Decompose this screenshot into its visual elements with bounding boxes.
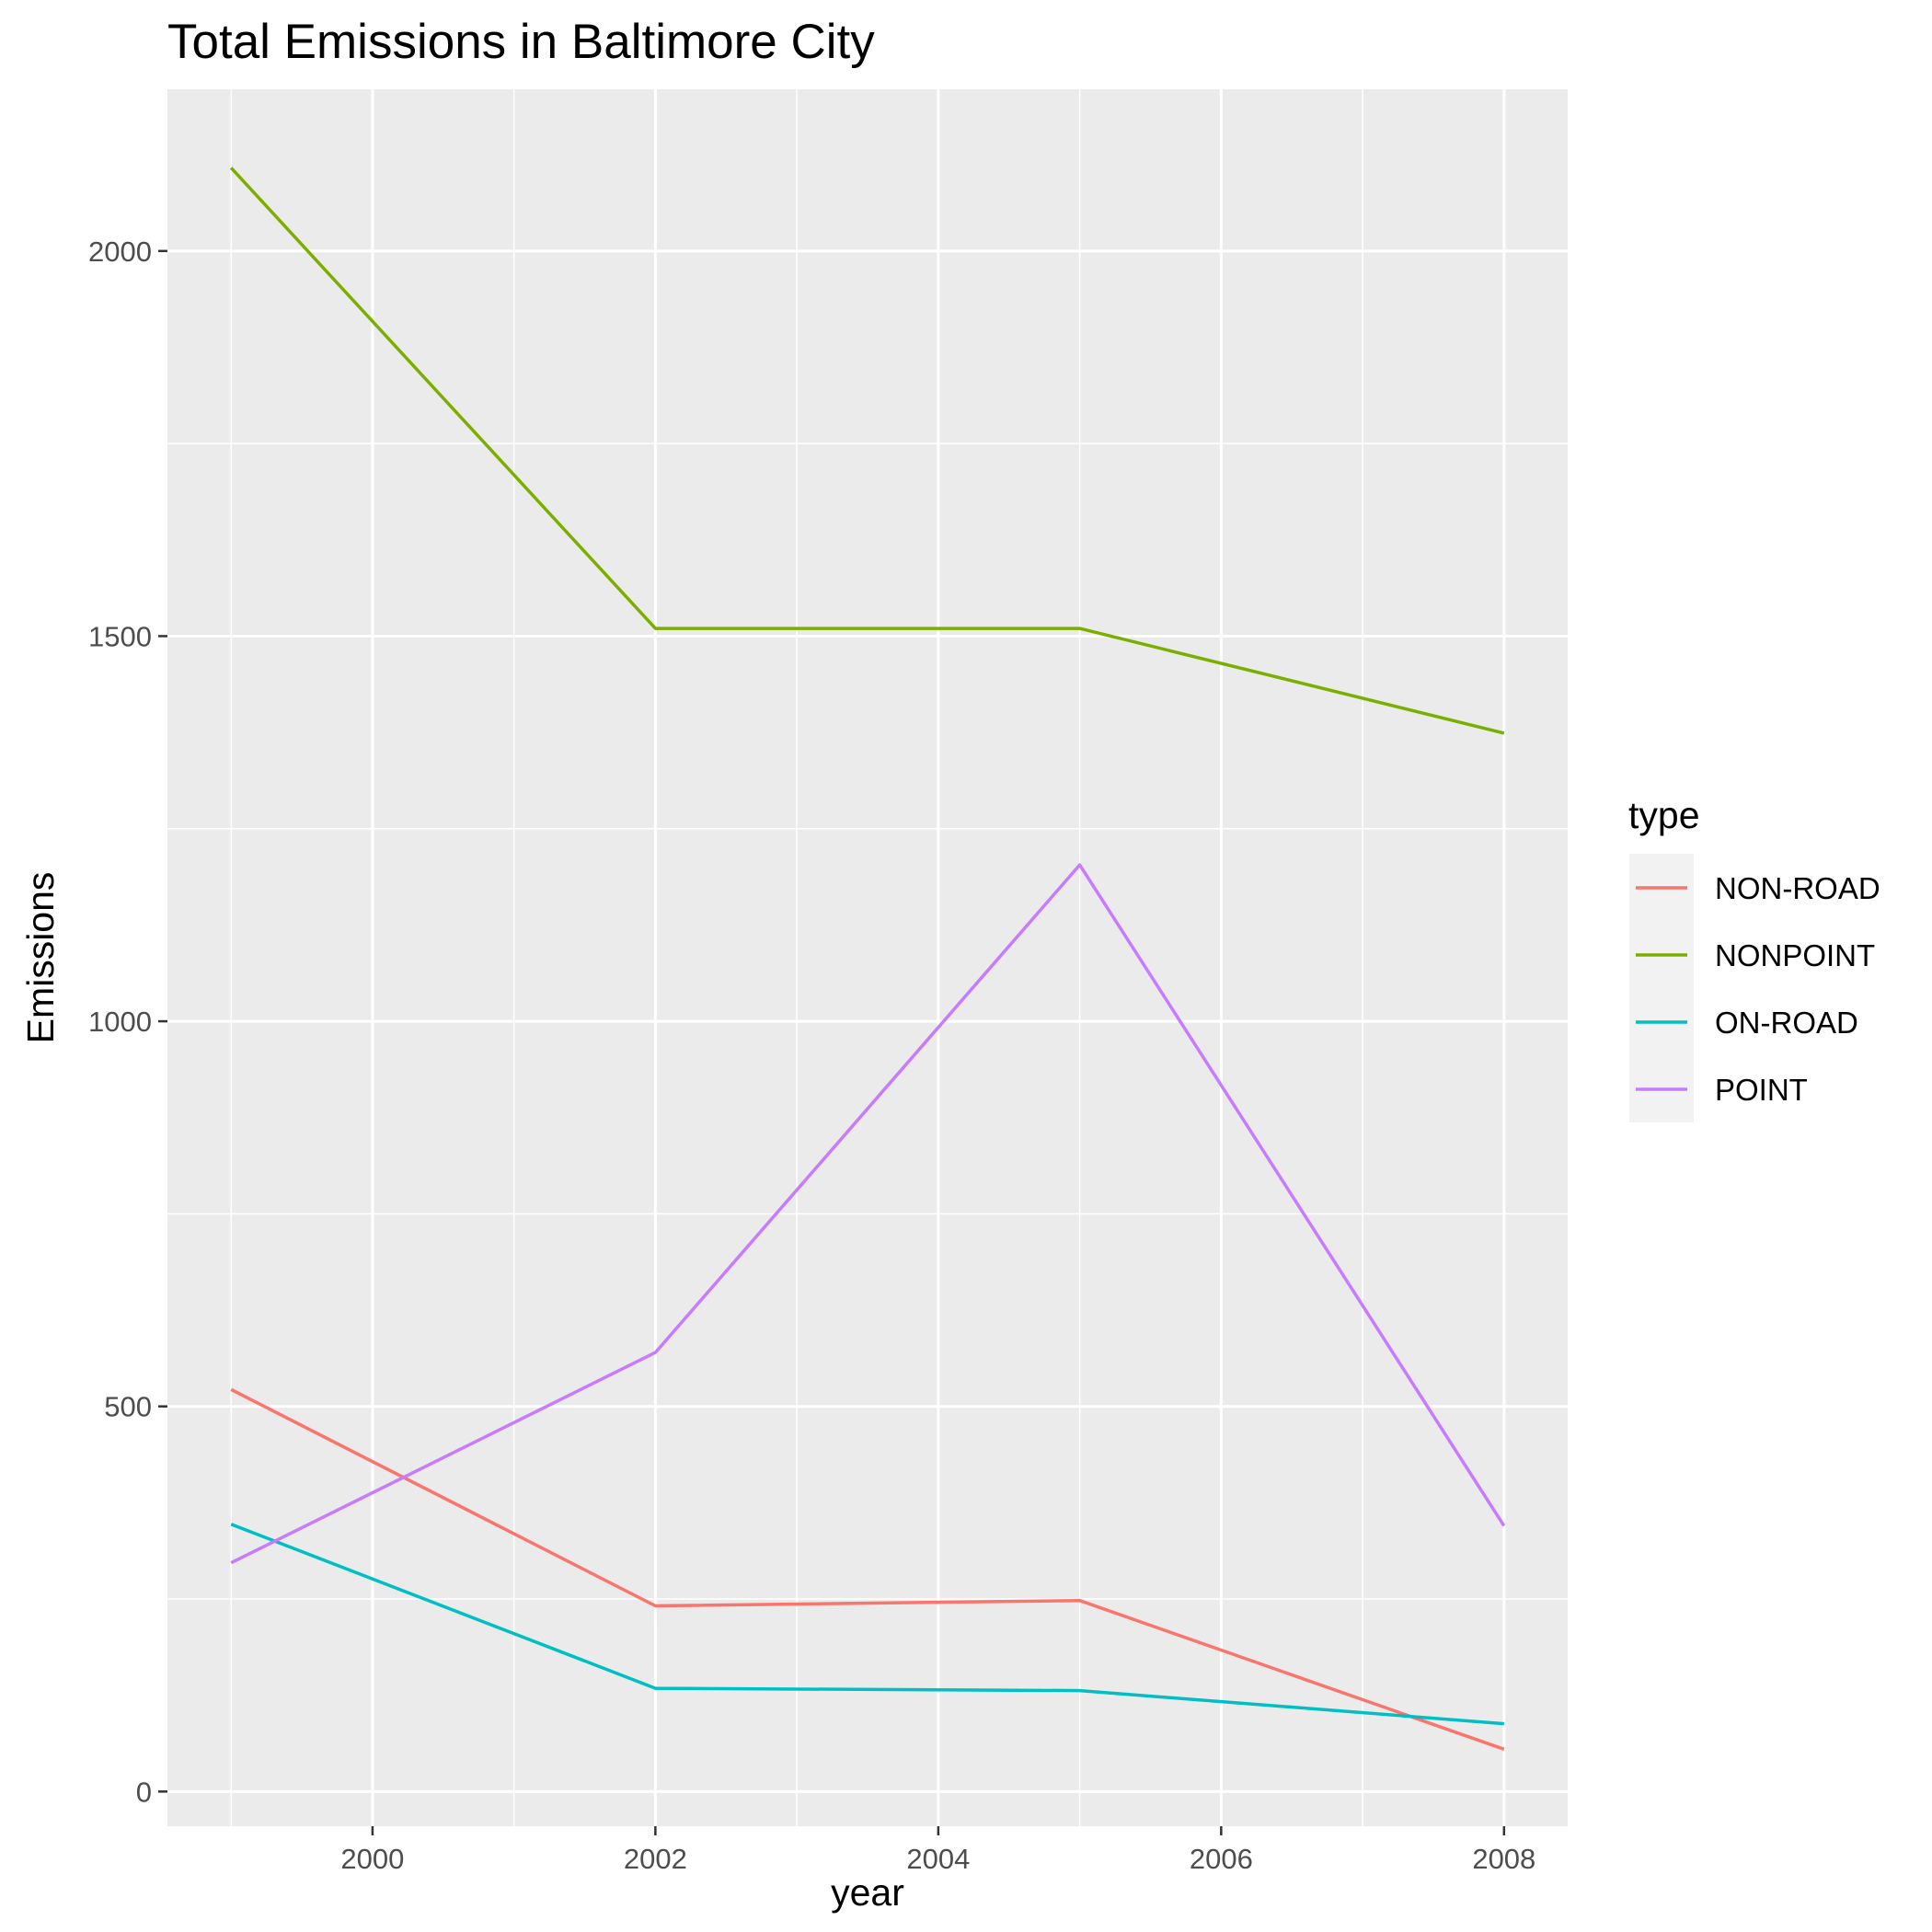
x-axis-title: year [831,1871,904,1914]
plot-panel [167,89,1568,1826]
legend-key-background [1629,854,1694,1122]
series-line-non-road [230,1387,1505,1751]
x-tick-label: 2006 [1190,1843,1253,1875]
series-line-point [230,863,1506,1565]
legend-title: type [1628,794,1700,836]
x-axis: 2000 2002 2004 2006 2008 [340,1826,1535,1875]
x-tick-label: 2008 [1472,1843,1535,1875]
y-axis: 0 500 1000 1500 2000 [88,236,167,1808]
legend-label-nonpoint: NONPOINT [1715,938,1875,972]
x-tick-label: 2004 [906,1843,970,1875]
series-line-on-road [230,1523,1504,1726]
legend-label-point: POINT [1715,1073,1808,1107]
y-tick-label: 1500 [88,620,152,652]
y-tick-label: 0 [136,1776,152,1808]
y-tick-label: 500 [104,1391,152,1423]
legend-label-non-road: NON-ROAD [1715,871,1880,905]
major-gridlines [167,89,1568,1826]
legend-label-on-road: ON-ROAD [1715,1006,1858,1040]
x-tick-label: 2002 [624,1843,687,1875]
x-tick-label: 2000 [340,1843,404,1875]
legend: type NON-ROAD NONPOINT ON-ROAD POINT [1628,794,1880,1122]
series-line-nonpoint [229,167,1505,735]
y-tick-label: 2000 [88,236,152,268]
legend-items: NON-ROAD NONPOINT ON-ROAD POINT [1636,871,1880,1107]
series-lines [229,167,1506,1751]
y-axis-title: Emissions [19,872,62,1044]
chart-title: Total Emissions in Baltimore City [167,15,875,69]
y-tick-label: 1000 [88,1006,152,1038]
minor-gridlines [167,89,1568,1826]
